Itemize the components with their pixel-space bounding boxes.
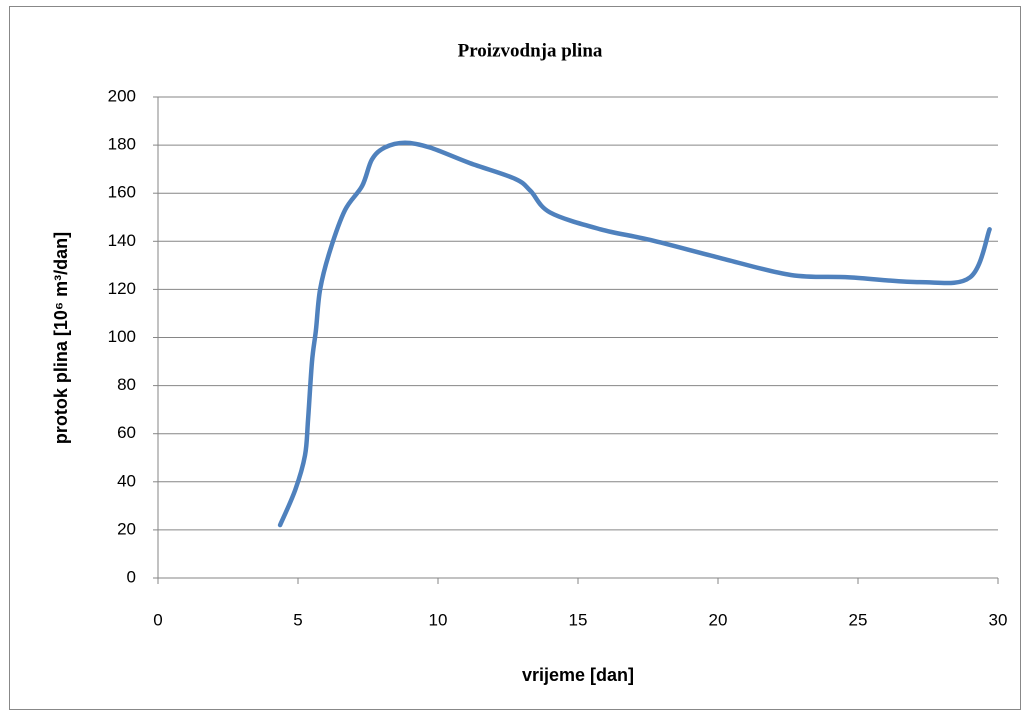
- x-tick-label: 20: [709, 610, 728, 629]
- x-tick-label: 15: [569, 610, 588, 629]
- x-tick-label: 10: [429, 610, 448, 629]
- chart-border: [9, 6, 1021, 710]
- x-tick-label: 0: [153, 610, 162, 629]
- y-tick-label: 20: [117, 519, 136, 538]
- y-tick-label: 200: [108, 86, 136, 105]
- x-tick-label: 30: [989, 610, 1008, 629]
- y-tick-label: 100: [108, 327, 136, 346]
- y-tick-label: 40: [117, 471, 136, 490]
- y-tick-label: 160: [108, 183, 136, 202]
- data-line: [277, 140, 992, 528]
- x-tick-label: 25: [849, 610, 868, 629]
- y-tick-label: 80: [117, 375, 136, 394]
- y-tick-label: 120: [108, 279, 136, 298]
- y-tick-label: 140: [108, 231, 136, 250]
- x-tick-label: 5: [293, 610, 302, 629]
- y-tick-label: 60: [117, 423, 136, 442]
- x-axis-label: vrijeme [dan]: [522, 665, 634, 685]
- y-tick-label: 0: [127, 567, 136, 586]
- y-tick-label: 180: [108, 135, 136, 154]
- y-axis-label: protok plina [10⁶ m³/dan]: [51, 232, 71, 444]
- chart-title: Proizvodnja plina: [458, 40, 603, 61]
